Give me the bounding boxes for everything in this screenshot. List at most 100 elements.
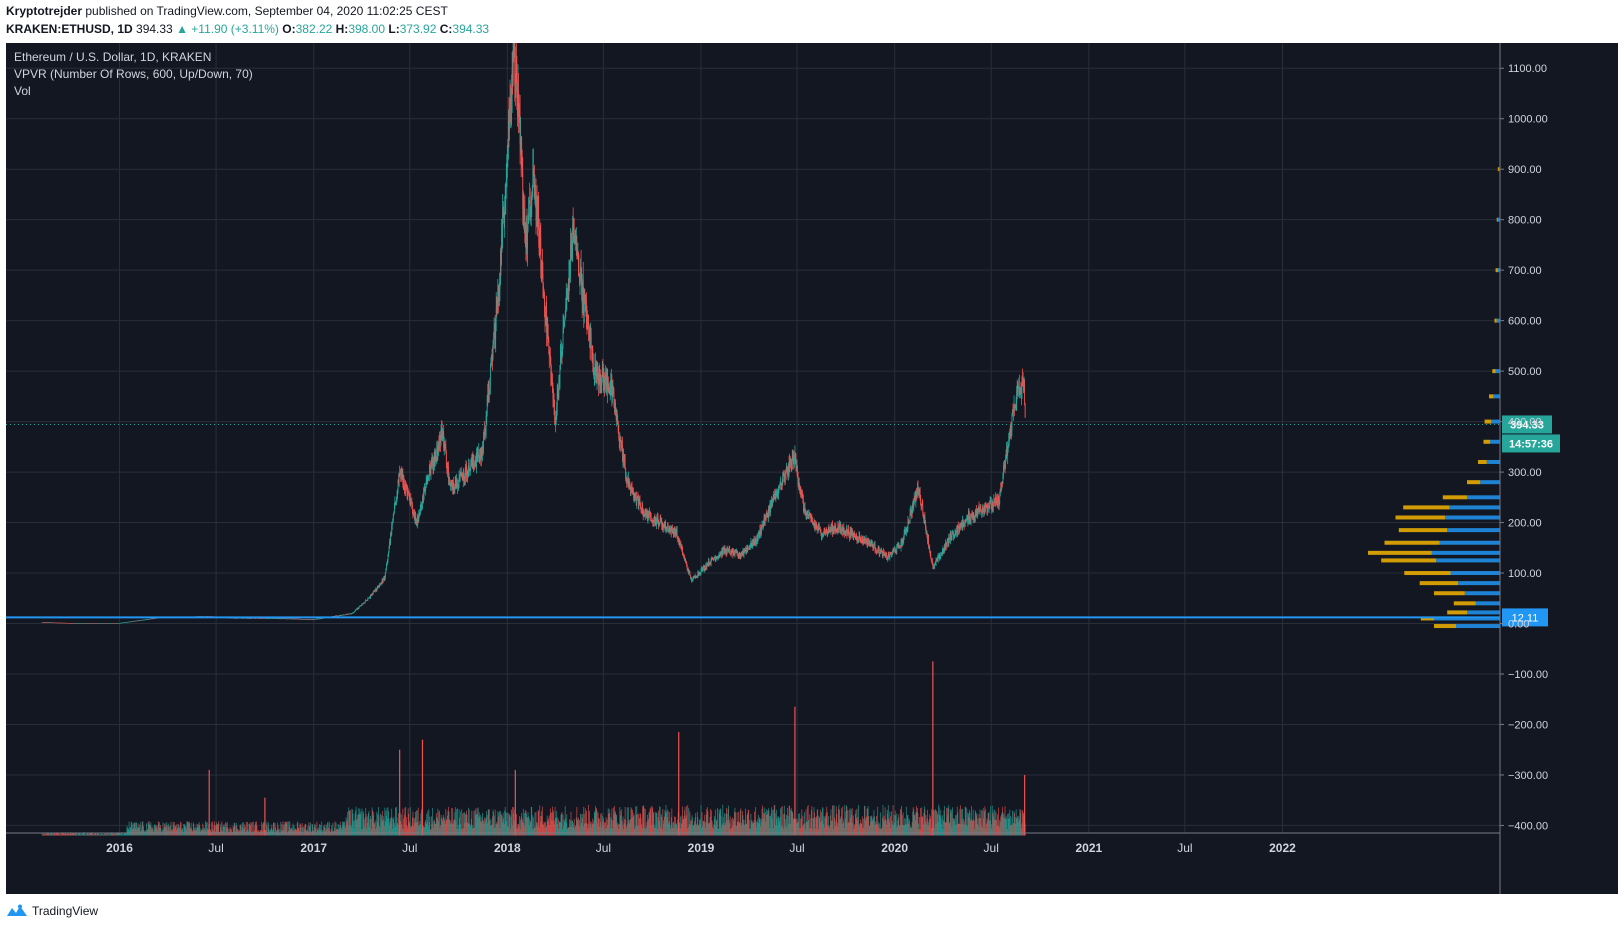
candle-body xyxy=(616,413,618,424)
candle-body xyxy=(781,483,783,485)
candle-body xyxy=(650,514,652,517)
candle-body xyxy=(370,595,372,596)
candle-body xyxy=(782,475,784,484)
candle-body xyxy=(110,623,112,624)
vpvr-up-bar xyxy=(1486,459,1500,464)
candle-body xyxy=(668,531,670,532)
candle-body xyxy=(474,465,475,467)
candle-body xyxy=(452,484,454,491)
candle-body xyxy=(627,478,629,482)
candle-body xyxy=(572,225,574,228)
candle-body xyxy=(293,618,295,620)
candle-body xyxy=(710,563,711,565)
candle-body xyxy=(313,619,315,620)
candle-body xyxy=(432,461,434,467)
candle-body xyxy=(574,239,576,243)
candle-body xyxy=(442,432,444,440)
candle-body xyxy=(783,475,785,477)
candle-body xyxy=(647,515,648,520)
candle-body xyxy=(842,528,844,533)
candle-body xyxy=(507,145,509,152)
candle-body xyxy=(521,155,523,164)
candle-body xyxy=(786,468,787,471)
candle-body xyxy=(272,618,274,619)
candle-body xyxy=(579,274,580,284)
candle-body xyxy=(460,472,462,475)
candle-body xyxy=(555,415,557,425)
candle-body xyxy=(57,622,59,624)
candle-body xyxy=(599,374,601,385)
vpvr-down-bar xyxy=(1419,581,1459,586)
candle-body xyxy=(424,488,425,490)
candle-body xyxy=(705,564,707,569)
candle-body xyxy=(795,459,797,468)
candle-body xyxy=(267,618,269,619)
candle-body xyxy=(771,499,773,504)
candle-body xyxy=(488,390,490,393)
candle-body xyxy=(530,207,532,217)
candle-body xyxy=(346,614,348,615)
author-name[interactable]: Kryptotrejder xyxy=(6,4,83,18)
candle-body xyxy=(836,530,838,531)
candle-body xyxy=(133,620,135,622)
candle-body xyxy=(430,465,431,474)
candle-body xyxy=(503,212,505,218)
candle-body xyxy=(719,554,721,557)
candle-body xyxy=(723,548,725,553)
candle-body xyxy=(792,453,794,463)
candle-body xyxy=(759,528,761,537)
candle-body xyxy=(259,618,260,619)
candle-body xyxy=(402,481,404,485)
candle-body xyxy=(563,326,564,328)
candle-body xyxy=(358,606,360,608)
candle-body xyxy=(250,618,251,619)
candle-body xyxy=(740,554,742,557)
candle-body xyxy=(431,459,433,464)
open-value: 382.22 xyxy=(295,22,333,36)
candle-body xyxy=(525,233,527,253)
candle-body xyxy=(506,151,508,155)
candle-body xyxy=(450,483,452,485)
candle-body xyxy=(520,140,522,145)
candle-body xyxy=(285,618,287,620)
candle-body xyxy=(406,488,408,495)
candle-body xyxy=(541,262,543,266)
candle-body xyxy=(105,623,107,624)
candle-body xyxy=(247,618,249,619)
candle-body xyxy=(343,614,345,616)
candle-body xyxy=(266,618,267,619)
candle-body xyxy=(807,515,809,519)
candle-body xyxy=(139,620,141,621)
candle-body xyxy=(471,457,473,467)
candle-body xyxy=(135,620,136,622)
candle-body xyxy=(78,623,80,624)
candle-body xyxy=(571,249,572,257)
candle-body xyxy=(784,471,786,480)
candle-body xyxy=(61,622,63,624)
candle-body xyxy=(721,550,723,556)
candle-body xyxy=(806,513,808,515)
candle-body xyxy=(680,546,682,548)
candle-body xyxy=(131,621,133,622)
candle-body xyxy=(476,452,478,457)
candle-body xyxy=(692,579,693,582)
candle-body xyxy=(493,330,495,344)
candle-body xyxy=(665,522,666,529)
candle-body xyxy=(403,481,405,485)
candle-body xyxy=(648,514,649,518)
candle-body xyxy=(308,619,310,620)
candle-body xyxy=(608,390,610,391)
candle-body xyxy=(699,572,700,574)
candle-body xyxy=(263,618,265,619)
candle-body xyxy=(607,378,609,393)
candle-body xyxy=(737,552,739,554)
candle-body xyxy=(451,480,453,485)
candle-body xyxy=(799,486,801,489)
candle-body xyxy=(815,524,817,527)
candle-body xyxy=(120,622,121,624)
candle-body xyxy=(348,613,350,615)
candle-body xyxy=(700,573,701,575)
candle-body xyxy=(513,43,515,58)
candle-body xyxy=(796,464,797,468)
